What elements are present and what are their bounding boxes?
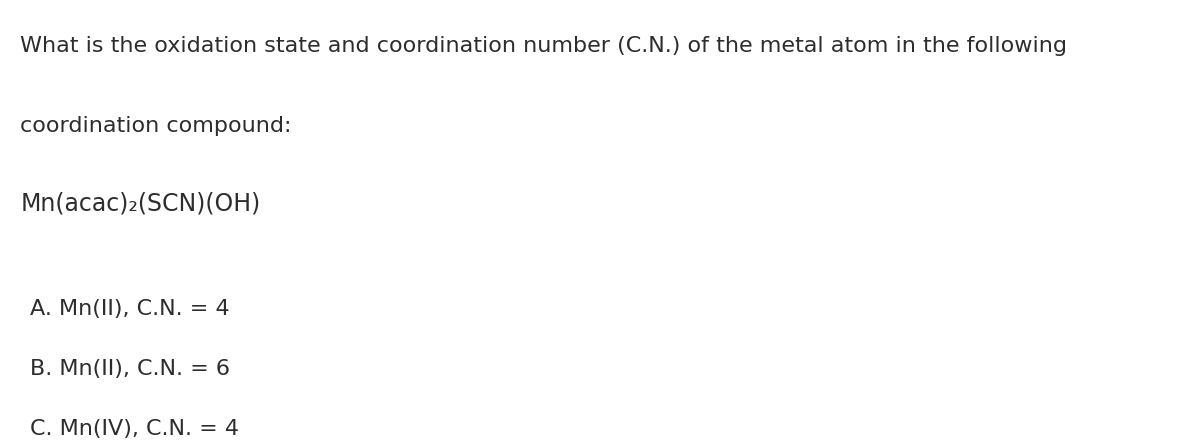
Text: C. Mn(IV), C.N. = 4: C. Mn(IV), C.N. = 4 [30,419,239,439]
Text: What is the oxidation state and coordination number (C.N.) of the metal atom in : What is the oxidation state and coordina… [20,36,1068,56]
Text: Mn(acac)₂(SCN)(OH): Mn(acac)₂(SCN)(OH) [20,192,260,216]
Text: coordination compound:: coordination compound: [20,116,292,136]
Text: A. Mn(II), C.N. = 4: A. Mn(II), C.N. = 4 [30,299,229,319]
Text: B. Mn(II), C.N. = 6: B. Mn(II), C.N. = 6 [30,359,230,379]
